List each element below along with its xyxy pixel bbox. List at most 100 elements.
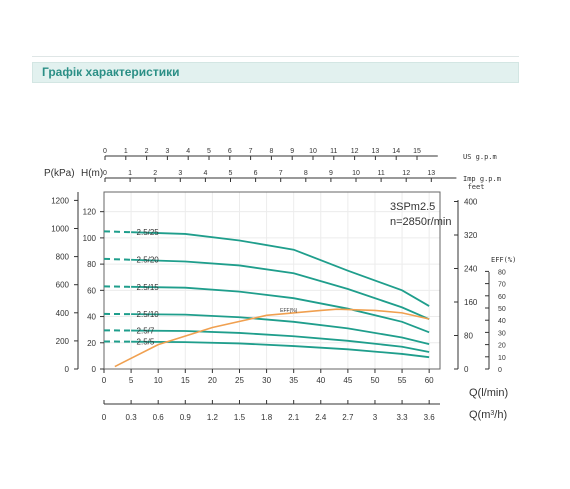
imp-gpm-tick-label: 11: [377, 170, 384, 177]
head-tick-label: 120: [83, 208, 97, 217]
pump-curve-label: 2.5/25: [137, 228, 160, 237]
kpa-tick-label: 600: [56, 281, 70, 290]
pump-curve-2.5-7: [131, 329, 430, 353]
us-gpm-tick-label: 12: [351, 148, 359, 155]
m3h-tick-label: 0.9: [180, 413, 192, 422]
us-gpm-tick-label: 3: [165, 148, 169, 155]
feet-tick-label: 80: [464, 332, 473, 341]
us-gpm-tick-label: 8: [269, 148, 273, 155]
imp-gpm-tick-label: 6: [254, 170, 258, 177]
pump-curve-label: 2.5/20: [137, 256, 160, 265]
us-gpm-tick-label: 13: [372, 148, 380, 155]
m3h-tick-label: 3.6: [424, 413, 436, 422]
feet-tick-label: 400: [464, 198, 478, 207]
us-gpm-tick-label: 9: [290, 148, 294, 155]
flow-tick-label: 50: [371, 376, 380, 385]
eff-axis-label: EFF(%): [491, 256, 516, 264]
eff-tick-label: 80: [498, 269, 506, 276]
kpa-tick-label: 400: [56, 309, 70, 318]
kpa-tick-label: 1000: [51, 225, 69, 234]
flow-tick-label: 35: [289, 376, 298, 385]
us-gpm-label: US g.p.m: [463, 153, 497, 161]
us-gpm-tick-label: 5: [207, 148, 211, 155]
pump-curve-2.5-25: [131, 231, 430, 307]
pump-curve-2.5-10: [131, 313, 430, 345]
m3h-tick-label: 0: [102, 413, 107, 422]
pump-curve-label: 2.5/15: [137, 283, 160, 292]
imp-gpm-tick-label: 7: [279, 170, 283, 177]
pump-model-label: 3SPm2.5: [390, 201, 435, 213]
eff-tick-label: 10: [498, 355, 506, 362]
kpa-tick-label: 200: [56, 337, 70, 346]
flow-tick-label: 15: [181, 376, 190, 385]
m3h-axis-label: Q(m3/h): [469, 409, 507, 421]
imp-gpm-tick-label: 5: [229, 170, 233, 177]
flow-tick-label: 30: [262, 376, 271, 385]
m3h-tick-label: 0.6: [153, 413, 165, 422]
m3h-tick-label: 1.2: [207, 413, 219, 422]
imp-gpm-tick-label: 10: [352, 170, 360, 177]
head-tick-label: 40: [87, 313, 96, 322]
eff-tick-label: 0: [498, 367, 502, 374]
imp-gpm-tick-label: 0: [103, 170, 107, 177]
imp-gpm-tick-label: 9: [329, 170, 333, 177]
head-tick-label: 100: [83, 234, 97, 243]
us-gpm-tick-label: 7: [249, 148, 253, 155]
m3h-tick-label: 0.3: [126, 413, 138, 422]
head-tick-label: 60: [87, 286, 96, 295]
efficiency-curve-label: EFF(%): [280, 308, 298, 314]
feet-tick-label: 320: [464, 231, 478, 240]
us-gpm-tick-label: 10: [309, 148, 317, 155]
imp-gpm-tick-label: 12: [402, 170, 410, 177]
flow-tick-label: 10: [154, 376, 163, 385]
feet-tick-label: 240: [464, 265, 478, 274]
m3h-tick-label: 3: [373, 413, 378, 422]
feet-tick-label: 160: [464, 298, 478, 307]
eff-tick-label: 50: [498, 306, 506, 313]
kpa-tick-label: 800: [56, 253, 70, 262]
pump-curve-leader: [103, 257, 132, 261]
pump-curve-2.5-20: [131, 258, 430, 321]
us-gpm-tick-label: 15: [413, 148, 421, 155]
imp-gpm-tick-label: 13: [427, 170, 435, 177]
kpa-tick-label: 1200: [51, 196, 69, 205]
efficiency-curve: [114, 308, 430, 368]
section-title: Графік характеристики: [42, 65, 180, 79]
flow-tick-label: 25: [235, 376, 244, 385]
section-header: Графік характеристики: [32, 62, 519, 83]
head-axis-label: H(m): [81, 168, 103, 179]
m3h-tick-label: 2.7: [342, 413, 354, 422]
kpa-axis-label: P(kPa): [44, 168, 75, 179]
m3h-tick-label: 3.3: [397, 413, 409, 422]
plot-frame: [103, 191, 441, 370]
m3h-tick-label: 2.1: [288, 413, 300, 422]
head-tick-label: 20: [87, 339, 96, 348]
flow-tick-label: 40: [316, 376, 325, 385]
pump-speed-label: n=2850r/min: [390, 216, 451, 228]
eff-tick-label: 40: [498, 318, 506, 325]
us-gpm-tick-label: 6: [228, 148, 232, 155]
us-gpm-tick-label: 4: [186, 148, 190, 155]
flow-tick-label: 60: [425, 376, 434, 385]
us-gpm-tick-label: 2: [145, 148, 149, 155]
eff-tick-label: 60: [498, 294, 506, 301]
us-gpm-tick-label: 14: [392, 148, 400, 155]
flow-tick-label: 0: [102, 376, 107, 385]
pump-curve-2.5-15: [131, 285, 430, 334]
imp-gpm-label: Imp g.p.m: [463, 175, 501, 183]
m3h-tick-label: 1.8: [261, 413, 273, 422]
kpa-tick-label: 0: [65, 365, 70, 374]
feet-axis-label: feet: [468, 183, 485, 191]
eff-tick-label: 30: [498, 330, 506, 337]
m3h-tick-label: 1.5: [234, 413, 246, 422]
imp-gpm-tick-label: 1: [128, 170, 132, 177]
eff-tick-label: 20: [498, 343, 506, 350]
pump-curve-leader: [103, 230, 132, 234]
flow-axis-label: Q(l/min): [469, 387, 508, 399]
top-divider: [32, 56, 519, 57]
flow-tick-label: 20: [208, 376, 217, 385]
flow-tick-label: 55: [398, 376, 407, 385]
us-gpm-tick-label: 11: [330, 148, 337, 155]
